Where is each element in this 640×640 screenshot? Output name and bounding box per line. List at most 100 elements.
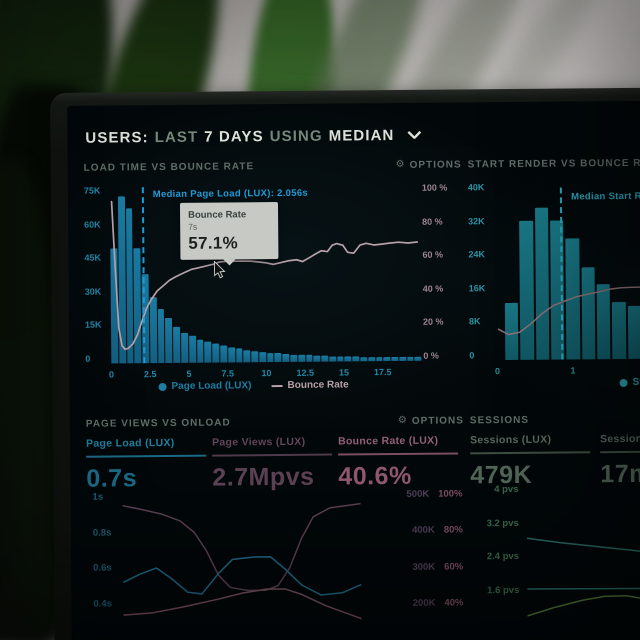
users-range-selector[interactable]: USERS: LAST 7 DAYS USING MEDIAN xyxy=(85,126,422,147)
metric-rule xyxy=(600,449,640,454)
metrics-row: Page Load (LUX) 0.7s Page Views (LUX) 2.… xyxy=(86,434,464,493)
axis-label: 400K xyxy=(412,524,435,537)
metric-value: 2.7Mpvs xyxy=(212,462,315,492)
sessions-chart: 4 pvs 3.2 pvs 2.4 pvs 1.6 pvs xyxy=(470,480,640,640)
panel-title: LOAD TIME VS BOUNCE RATE xyxy=(83,160,255,174)
axis-label: 0.6s xyxy=(93,562,112,574)
axis-tick: 1 xyxy=(570,365,576,376)
panel-title: START RENDER VS BOUNCE RATE xyxy=(467,157,640,170)
onload-lines xyxy=(122,502,362,620)
metric-rule xyxy=(338,452,459,456)
dash-swatch-icon xyxy=(271,384,283,387)
axis-label: 0 xyxy=(469,350,475,361)
start-render-plot xyxy=(496,182,640,361)
legend-start-render[interactable]: Start Render xyxy=(619,376,640,388)
axis-tick: 0 xyxy=(108,369,115,380)
axis-label: 60% xyxy=(444,561,464,573)
panel-load-time: LOAD TIME VS BOUNCE RATE ⚙ OPTIONS 75K 60… xyxy=(84,156,464,417)
axis-label: 16K xyxy=(468,282,486,294)
chart-legend: Page Load (LUX) Bounce Rate xyxy=(86,379,422,393)
metric-label: Page Views (LUX) xyxy=(212,435,306,449)
axis-label: 15K xyxy=(84,319,102,331)
axis-label: 20 % xyxy=(422,316,444,328)
axis-label: 4 pvs xyxy=(494,483,519,496)
options-button[interactable]: ⚙ OPTIONS xyxy=(398,415,464,427)
axis-label: 60K xyxy=(84,219,101,230)
axis-label-row: 300K 60% xyxy=(407,561,463,572)
dashboard-ui: USERS: LAST 7 DAYS USING MEDIAN LOAD TIME VS… xyxy=(67,99,640,640)
axis-tick: 10 xyxy=(261,368,272,379)
axis-label: 32K xyxy=(468,215,485,226)
panel-start-render: START RENDER VS BOUNCE RATE 40K 32K 24K 16K… xyxy=(468,154,640,414)
axis-label: 80% xyxy=(443,524,463,536)
chart-legend: Start Render xyxy=(619,375,640,388)
axis-tick: 7.5 xyxy=(221,368,235,379)
axis-label: 1.6 pvs xyxy=(487,584,520,597)
header-part: USERS: xyxy=(85,129,149,147)
metric-label: Session L xyxy=(599,432,640,446)
metric-bounce-rate: Bounce Rate (LUX) 40.6% xyxy=(337,434,459,491)
legend-label: Page Load (LUX) xyxy=(171,380,252,392)
axis-label: 40K xyxy=(467,182,485,193)
axis-label: 40% xyxy=(444,597,464,609)
metric-value: 40.6% xyxy=(338,461,412,491)
load-time-plot: Bounce Rate 7s 57.1% xyxy=(110,185,422,364)
axis-label: 500K xyxy=(406,488,430,500)
chevron-down-icon xyxy=(407,130,422,140)
tooltip-subtitle: 7s xyxy=(188,221,198,232)
metric-rule xyxy=(86,454,207,458)
axis-label: 2.4 pvs xyxy=(486,551,520,563)
header-part: LAST xyxy=(154,128,199,147)
metric-value: 0.7s xyxy=(86,464,138,493)
axis-tick: 2.5 xyxy=(143,369,157,380)
dot-swatch-icon xyxy=(619,378,628,387)
legend-bounce-rate[interactable]: Bounce Rate xyxy=(271,379,349,391)
axis-label: 60 % xyxy=(422,249,443,260)
y-axis-right-onload: 500K 100% 400K 80% 300K 60% 200K 40% xyxy=(406,488,463,608)
axis-label-row: 400K 80% xyxy=(407,525,463,536)
sessions-lines xyxy=(526,537,640,639)
metric-label: Sessions (LUX) xyxy=(469,433,552,447)
y-axis-left-load: 75K 60K 45K 30K 15K 0 xyxy=(84,185,110,364)
legend-label: Bounce Rate xyxy=(287,379,349,391)
axis-label: 0 xyxy=(85,353,91,364)
legend-page-load[interactable]: Page Load (LUX) xyxy=(158,380,252,392)
bounce-rate-line xyxy=(110,200,419,351)
laptop-bezel: USERS: LAST 7 DAYS USING MEDIAN LOAD TIME VS… xyxy=(50,87,640,640)
dot-swatch-icon xyxy=(158,382,167,391)
metric-label: Bounce Rate (LUX) xyxy=(337,434,439,448)
axis-label: 1s xyxy=(92,491,104,503)
bounce-rate-line-2 xyxy=(497,286,640,336)
options-button[interactable]: ⚙ OPTIONS xyxy=(396,159,462,171)
axis-label-row: 200K 40% xyxy=(407,597,464,609)
axis-label: 3.2 pvs xyxy=(486,517,519,529)
panel-sessions: SESSIONS Sessions (LUX) 479K Session L 1… xyxy=(470,410,640,640)
axis-label: 100% xyxy=(438,488,463,500)
options-label: OPTIONS xyxy=(409,158,462,171)
metric-page-views: Page Views (LUX) 2.7Mpvs xyxy=(212,435,333,493)
panel-title: PAGE VIEWS VS ONLOAD xyxy=(85,416,231,430)
axis-tick: 5 xyxy=(186,368,192,379)
metrics-row: Sessions (LUX) 479K Session L 17mi xyxy=(470,432,640,489)
axis-label: 24K xyxy=(468,249,485,260)
header-part: USING xyxy=(269,127,323,146)
axis-label: 200K xyxy=(412,597,436,609)
axis-tick: 12.5 xyxy=(296,367,315,378)
axis-label: 300K xyxy=(412,561,436,573)
axis-label: 45K xyxy=(84,252,101,263)
onload-chart: 1s 0.8s 0.6s 0.4s 500K 100% 400K 80% 300K 60% 200… xyxy=(86,488,466,640)
header-part: MEDIAN xyxy=(328,126,395,145)
panel-title: SESSIONS xyxy=(469,414,530,426)
load-time-chart: 75K 60K 45K 30K 15K 0 100 % 80 % 60 % 40 % 20 % 0 … xyxy=(84,182,464,380)
axis-label: 0.8s xyxy=(92,527,112,539)
mouse-cursor-icon xyxy=(214,260,226,279)
median-label: Median Page Load (LUX): 2.056s xyxy=(152,187,309,201)
header-part: 7 DAYS xyxy=(204,128,264,146)
axis-label: 100 % xyxy=(421,182,448,193)
axis-tick: 0 xyxy=(494,366,500,377)
axis-label: 80 % xyxy=(422,216,443,227)
axis-label-row: 500K 100% xyxy=(406,488,462,499)
axis-label: 0.4s xyxy=(93,598,113,610)
